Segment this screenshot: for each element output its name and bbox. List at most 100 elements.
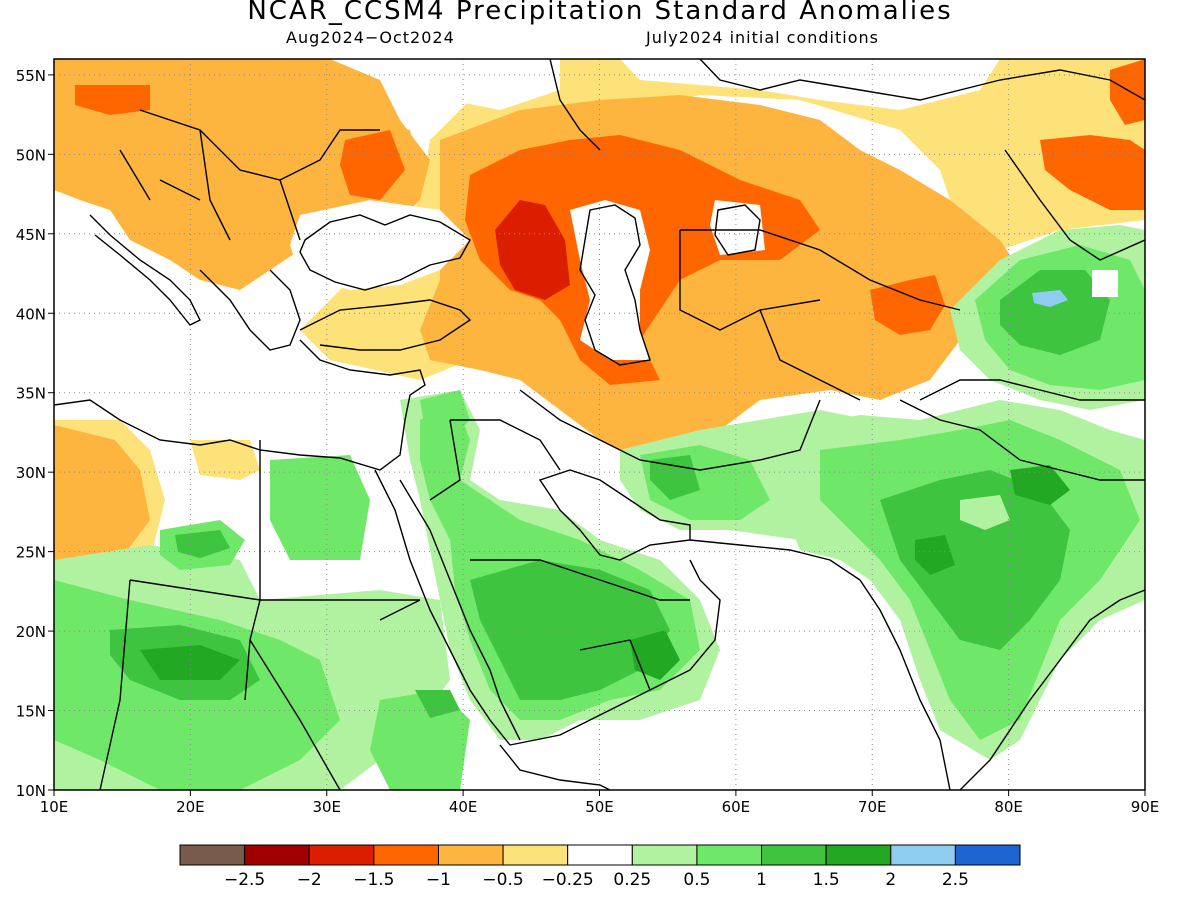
turkey-coast	[299, 299, 472, 351]
y-tick-label: 45N	[16, 226, 46, 244]
borders-north	[549, 59, 1145, 151]
colorbar-swatch	[825, 844, 892, 866]
colorbar-swatch	[890, 844, 956, 866]
region-chad-strong-wet	[140, 645, 240, 680]
black-sea-coast	[299, 214, 471, 291]
arabia-south-coast	[509, 559, 721, 746]
region-india-more-wet	[880, 470, 1070, 650]
x-tick-label: 40E	[449, 798, 478, 816]
region-europe-light-dry	[54, 59, 1145, 380]
colorbar-swatch	[954, 844, 1021, 866]
colorbar-label: 2	[885, 870, 896, 890]
caspian-sea-coast	[579, 204, 651, 366]
borders-arabia	[470, 559, 690, 691]
region-arabia-more-wet	[470, 560, 670, 700]
colorbar-label: 0.25	[613, 870, 651, 890]
colorbar-label: 2.5	[942, 870, 969, 890]
region-india-inner-normal	[960, 495, 1010, 530]
aral-sea-coast	[714, 204, 761, 256]
colorbar-label: 1	[756, 870, 767, 890]
colorbar-label: −2	[297, 870, 322, 890]
region-ukraine-moderate-dry	[340, 130, 405, 200]
africa-horn-coast	[499, 744, 611, 790]
region-levant-wet	[420, 390, 470, 440]
region-libya-more-wet	[175, 530, 230, 558]
region-caspian-strong-dry	[495, 200, 570, 300]
y-tick-label: 55N	[16, 67, 46, 85]
balkans-coast	[199, 269, 301, 351]
y-tick-label: 40N	[16, 305, 46, 323]
colorbar-label: −1.5	[353, 870, 394, 890]
x-tick-label: 50E	[585, 798, 614, 816]
region-sudan-wet	[415, 690, 460, 718]
region-sahara-dry	[54, 425, 150, 565]
india-west-coast	[859, 579, 951, 790]
italy-coast	[89, 214, 201, 326]
page-title: NCAR_CCSM4 Precipitation Standard Anomal…	[247, 0, 953, 26]
y-tick-label: 15N	[16, 703, 46, 721]
red-sea-west-coast	[374, 469, 511, 746]
colorbar-swatch	[437, 844, 504, 866]
region-germany-moderate-dry	[75, 85, 150, 115]
y-tick-label: 10N	[16, 782, 46, 800]
colorbar-swatch	[696, 844, 763, 866]
y-axis-ticks: 10N 15N 20N 25N 30N 35N 40N 45N 50N 55N	[16, 67, 54, 800]
region-china-more-wet	[1000, 270, 1110, 355]
pakistan-coast	[689, 539, 861, 581]
colorbar-label: −1	[426, 870, 451, 890]
region-caspian-sea-normal	[570, 200, 650, 360]
y-tick-label: 35N	[16, 385, 46, 403]
borders-africa	[99, 440, 421, 790]
mediterranean-coast	[54, 339, 426, 471]
region-aral-normal	[710, 200, 765, 255]
colorbar-label: −0.5	[482, 870, 523, 890]
region-china-normal-hole	[1092, 270, 1118, 297]
region-mongolia-moderate-dry	[1110, 59, 1145, 125]
y-tick-label: 50N	[16, 146, 46, 164]
region-tarim-very-wet	[1032, 290, 1068, 307]
initial-conditions: July2024 initial conditions	[646, 28, 879, 47]
region-libya-light-dry	[190, 440, 260, 480]
x-tick-label: 80E	[994, 798, 1023, 816]
x-tick-label: 30E	[312, 798, 341, 816]
x-tick-label: 70E	[858, 798, 887, 816]
region-egypt-wet	[270, 455, 370, 560]
colorbar-swatch	[567, 844, 633, 866]
borders-middle-east	[429, 389, 821, 501]
region-iran-more-wet	[650, 455, 700, 500]
colorbar-swatch	[244, 844, 310, 866]
x-tick-label: 90E	[1131, 798, 1160, 816]
x-axis-ticks: 10E 20E 30E 40E 50E 60E 70E 80E 90E	[40, 790, 1160, 816]
colorbar: −2.5 −2 −1.5 −1 −0.5 −0.25 0.25 0.5 1 1.5 2 2.5	[179, 844, 1021, 890]
red-sea-east-coast	[399, 479, 521, 741]
india-east-coast	[959, 589, 1145, 790]
anomaly-field	[54, 59, 1145, 790]
colorbar-label: 1.5	[813, 870, 840, 890]
region-northeast-moderate-dry	[1040, 135, 1145, 210]
colorbar-swatch	[502, 844, 569, 866]
region-india-strong-wet	[915, 535, 955, 575]
grid-lines	[54, 59, 1145, 790]
colorbar-label: −0.25	[542, 870, 594, 890]
borders-central-asia	[679, 229, 961, 401]
colorbar-swatch	[761, 844, 827, 866]
x-tick-label: 20E	[176, 798, 205, 816]
coastlines-and-borders	[54, 59, 1145, 790]
colorbar-swatch	[373, 844, 439, 866]
region-pamir-moderate-dry	[870, 275, 945, 335]
x-tick-label: 60E	[722, 798, 751, 816]
y-tick-label: 30N	[16, 464, 46, 482]
y-tick-label: 20N	[16, 623, 46, 641]
borders-china-india	[899, 149, 1145, 481]
borders-europe	[119, 109, 380, 241]
x-tick-label: 10E	[40, 798, 69, 816]
colorbar-swatch	[631, 844, 698, 866]
region-ethiopia-wet	[370, 690, 470, 790]
colorbar-label: 0.5	[683, 870, 710, 890]
colorbar-swatch	[179, 844, 246, 866]
colorbar-label: −2.5	[224, 870, 265, 890]
forecast-period: Aug2024−Oct2024	[286, 28, 455, 47]
region-nepal-strong-wet	[1010, 465, 1070, 505]
colorbar-swatch	[308, 844, 375, 866]
